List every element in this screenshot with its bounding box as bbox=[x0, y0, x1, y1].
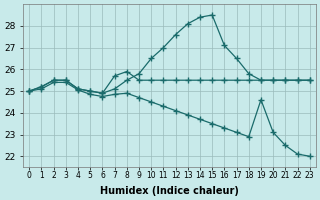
X-axis label: Humidex (Indice chaleur): Humidex (Indice chaleur) bbox=[100, 186, 239, 196]
